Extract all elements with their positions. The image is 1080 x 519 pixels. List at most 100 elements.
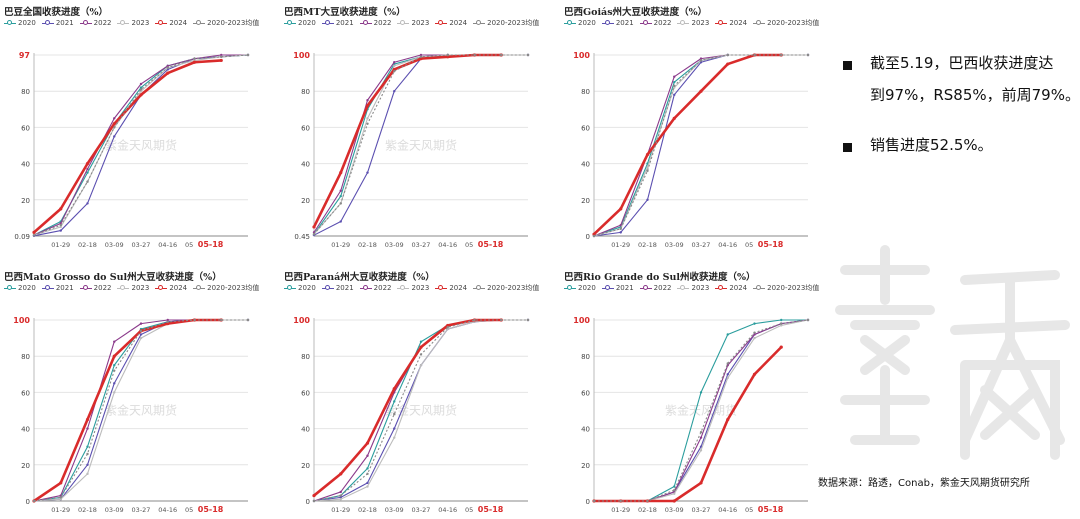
data-point (59, 225, 62, 229)
data-point (139, 93, 143, 97)
data-point (192, 60, 197, 64)
y-tick-label: 40 (301, 426, 310, 434)
legend-swatch-icon (193, 285, 206, 291)
bullet-text: 销售进度52.5%。 (870, 129, 993, 161)
y-tick-label: 20 (581, 197, 590, 205)
legend-label: 2024 (449, 19, 468, 27)
data-point (366, 454, 369, 457)
x-tick-label: 01-29 (331, 241, 350, 249)
y-tick-label: 80 (301, 353, 310, 361)
watermark-text: 紫金天风期货 (665, 403, 737, 418)
watermark-text: 紫金天风期货 (105, 138, 177, 153)
data-point (419, 353, 423, 356)
legend-label: 2021 (615, 19, 634, 27)
x-tick-label: 03-09 (385, 506, 404, 514)
x-tick-label: 02-18 (638, 241, 657, 249)
legend-swatch-icon (155, 285, 168, 291)
data-point (166, 66, 169, 69)
series-line-20202023 (313, 54, 528, 235)
data-point (446, 53, 449, 57)
legend-swatch-icon (284, 285, 296, 291)
legend-item: 2022 (359, 18, 391, 28)
data-point (500, 318, 503, 322)
chart-legend: 2020 2021 2022 2023 2024 2020-2023均值 (4, 283, 259, 293)
data-point (59, 497, 62, 501)
legend-label: 2021 (615, 284, 634, 292)
y-tick-label: 80 (301, 88, 310, 96)
legend-item: 2020 (4, 283, 36, 293)
y-tick-label: 40 (581, 161, 590, 169)
bullet-line: 销售进度52.5%。 (870, 136, 993, 154)
legend-label: 2022 (653, 284, 672, 292)
data-point (113, 340, 116, 343)
legend-swatch-icon (79, 285, 92, 291)
legend-swatch-icon (677, 20, 690, 26)
legend-swatch-icon (677, 285, 690, 291)
data-point (339, 497, 342, 501)
watermark-text: 紫金天风期货 (385, 138, 457, 153)
y-tick-label: 100 (573, 51, 590, 60)
chart-title: 巴西Goiás州大豆收获进度（%） (564, 7, 708, 18)
bullet-harvest: 截至5.19，巴西收获进度达 到97%，RS85%，前周79%。 (843, 54, 1080, 111)
legend-item: 2021 (41, 283, 74, 293)
data-point (619, 223, 622, 227)
series-line-2022 (593, 54, 808, 237)
data-point (673, 488, 676, 492)
chart-legend: 2020 2021 2022 2023 2024 2020-2023均值 (284, 18, 539, 28)
legend-label: 2020-2023均值 (487, 284, 540, 292)
legend-label: 2020 (298, 19, 316, 27)
data-point (220, 55, 223, 59)
data-point (699, 431, 703, 434)
data-point (86, 202, 89, 205)
legend-label: 2022 (93, 284, 112, 292)
x-tick-label: 05 (745, 241, 753, 249)
x-tick-label: 05 (465, 241, 473, 249)
data-point (393, 412, 396, 416)
data-point (673, 492, 676, 495)
x-tick-label: 04-16 (158, 241, 177, 249)
data-point (672, 116, 676, 120)
y-tick-label: 40 (21, 161, 30, 169)
legend-swatch-icon (359, 20, 372, 26)
bullet-text: 截至5.19，巴西收获进度达 到97%，RS85%，前周79%。 (870, 47, 1080, 111)
x-tick-label: 03-09 (385, 241, 404, 249)
series-line-2024 (593, 53, 782, 236)
legend-item: 2022 (639, 283, 672, 293)
data-point (419, 340, 423, 343)
x-tick-label: 05 (745, 506, 753, 514)
data-point (672, 499, 676, 503)
data-point (86, 472, 89, 476)
data-point (753, 336, 756, 340)
data-point (366, 117, 369, 120)
legend-swatch-icon (753, 285, 766, 291)
data-point (166, 318, 169, 322)
legend-item: 2023 (117, 283, 149, 293)
legend-swatch-icon (41, 20, 54, 26)
chart-panel-brazil: 巴豆全国收获进度（%） 2020 2021 2022 2023 2024 2020-202… (0, 0, 262, 250)
chart-panel-ms: 巴西Mato Grosso do Sul州大豆收获进度（%） 2020 2021 2… (0, 265, 262, 515)
series-line-2024 (33, 59, 222, 234)
legend-label: 2020 (298, 284, 316, 292)
data-point (59, 223, 62, 227)
data-point (365, 441, 370, 445)
y-tick-label: 20 (21, 197, 30, 205)
data-point (366, 467, 369, 470)
data-point (113, 364, 116, 367)
data-point (113, 126, 116, 129)
y-tick-label: 60 (21, 124, 30, 132)
data-point (339, 494, 342, 497)
bullet-line: 截至5.19，巴西收获进度达 (870, 54, 1054, 72)
data-point (113, 369, 116, 372)
data-point (366, 171, 369, 174)
legend-item: 2024 (435, 18, 467, 28)
x-tick-label: 04-16 (438, 241, 457, 249)
chart-panel-goias: 巴西Goiás州大豆收获进度（%） 2020 2021 2022 2023 2024 20… (560, 0, 822, 250)
data-point (59, 207, 63, 211)
y-tick-label: 100 (293, 51, 310, 60)
data-point (699, 57, 703, 60)
legend-swatch-icon (473, 285, 486, 291)
x-tick-label: 05-18 (758, 240, 784, 249)
x-tick-label: 03-27 (132, 241, 151, 249)
data-point (699, 89, 703, 93)
data-point (86, 445, 89, 448)
